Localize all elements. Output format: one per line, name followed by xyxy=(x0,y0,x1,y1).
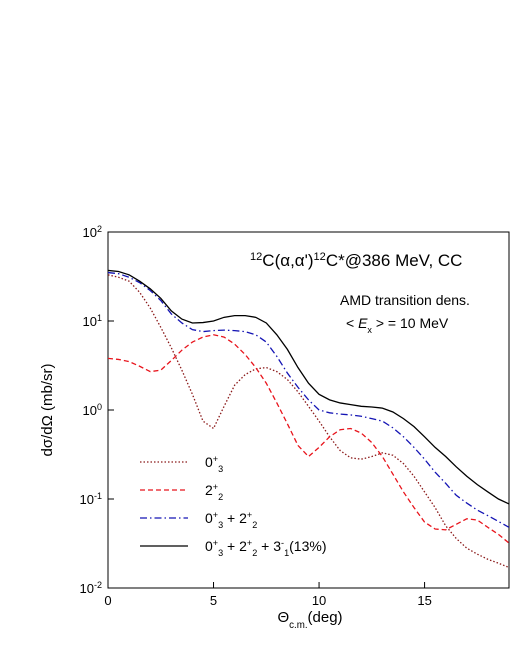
y-tick-base: 10 xyxy=(83,225,97,240)
y-axis-label: dσ/dΩ (mb/sr) xyxy=(39,364,56,457)
text-part: + xyxy=(247,538,252,548)
text-part: C*@386 MeV, CC xyxy=(326,251,463,270)
legend-label: 2+2 xyxy=(205,482,223,502)
text-part: 3 xyxy=(218,464,223,474)
text-part: E xyxy=(358,315,368,331)
text-part: + xyxy=(213,482,218,492)
plot-frame xyxy=(107,231,510,589)
y-tick-base: 10 xyxy=(83,314,97,329)
text-part: 0 xyxy=(205,454,213,470)
x-tick-label: 10 xyxy=(312,593,326,608)
text-part: + xyxy=(213,538,218,548)
x-tick-label: 0 xyxy=(104,593,111,608)
y-tick-base: 10 xyxy=(80,492,94,507)
text-part: 2 xyxy=(252,520,257,530)
text-part: > = 10 MeV xyxy=(372,315,449,331)
legend-label: 0+3 + 2+2 + 3-1(13%) xyxy=(205,538,327,558)
annotation: < Ex > = 10 MeV xyxy=(346,315,449,335)
text-part: 1 xyxy=(284,548,289,558)
annotation: AMD transition dens. xyxy=(340,292,470,308)
text-part: + xyxy=(247,510,252,520)
series-line xyxy=(108,271,509,528)
text-part: - xyxy=(281,538,284,548)
y-tick-label: 10-1 xyxy=(80,491,102,507)
y-tick-label: 10-2 xyxy=(80,580,102,596)
text-part: 0 xyxy=(205,538,213,554)
text-part: 12 xyxy=(314,251,326,263)
text-part: 2 xyxy=(205,482,213,498)
x-tick-label: 15 xyxy=(417,593,431,608)
text-part: C(α,α') xyxy=(262,251,313,270)
y-tick-exp: 2 xyxy=(97,224,102,234)
text-part: c.m. xyxy=(289,620,307,631)
y-tick-label: 101 xyxy=(83,313,102,329)
chart-title: 12C(α,α')12C*@386 MeV, CC xyxy=(250,251,462,270)
text-part: 2 xyxy=(252,548,257,558)
y-tick-base: 10 xyxy=(80,581,94,596)
y-tick-exp: 1 xyxy=(97,313,102,323)
y-tick-exp: -2 xyxy=(94,580,102,590)
y-tick-base: 10 xyxy=(83,403,97,418)
text-part: 3 xyxy=(218,548,223,558)
text-part: x xyxy=(367,325,372,335)
text-part: dσ/dΩ (mb/sr) xyxy=(39,364,56,457)
x-axis-label: Θc.m.(deg) xyxy=(277,609,342,631)
text-part: 3 xyxy=(218,520,223,530)
text-part: + 2 xyxy=(223,510,247,526)
y-tick-label: 100 xyxy=(83,402,102,418)
y-tick-exp: -1 xyxy=(94,491,102,501)
text-part: + 3 xyxy=(257,538,281,554)
x-tick-label: 5 xyxy=(210,593,217,608)
text-part: < xyxy=(346,315,358,331)
series-line xyxy=(108,274,509,569)
legend-label: 0+3 xyxy=(205,454,223,474)
text-part: + xyxy=(213,510,218,520)
text-part: 12 xyxy=(250,251,262,263)
text-part: (13%) xyxy=(289,538,326,554)
text-part: 0 xyxy=(205,510,213,526)
series-line xyxy=(108,269,509,505)
text-part: (deg) xyxy=(308,609,343,626)
text-part: AMD transition dens. xyxy=(340,292,470,308)
y-tick-exp: 0 xyxy=(97,402,102,412)
series-line xyxy=(108,334,509,544)
y-tick-label: 102 xyxy=(83,224,102,240)
text-part: + 2 xyxy=(223,538,247,554)
text-part: 2 xyxy=(218,492,223,502)
text-part: Θ xyxy=(277,609,289,626)
text-part: + xyxy=(213,454,218,464)
legend-label: 0+3 + 2+2 xyxy=(205,510,257,530)
